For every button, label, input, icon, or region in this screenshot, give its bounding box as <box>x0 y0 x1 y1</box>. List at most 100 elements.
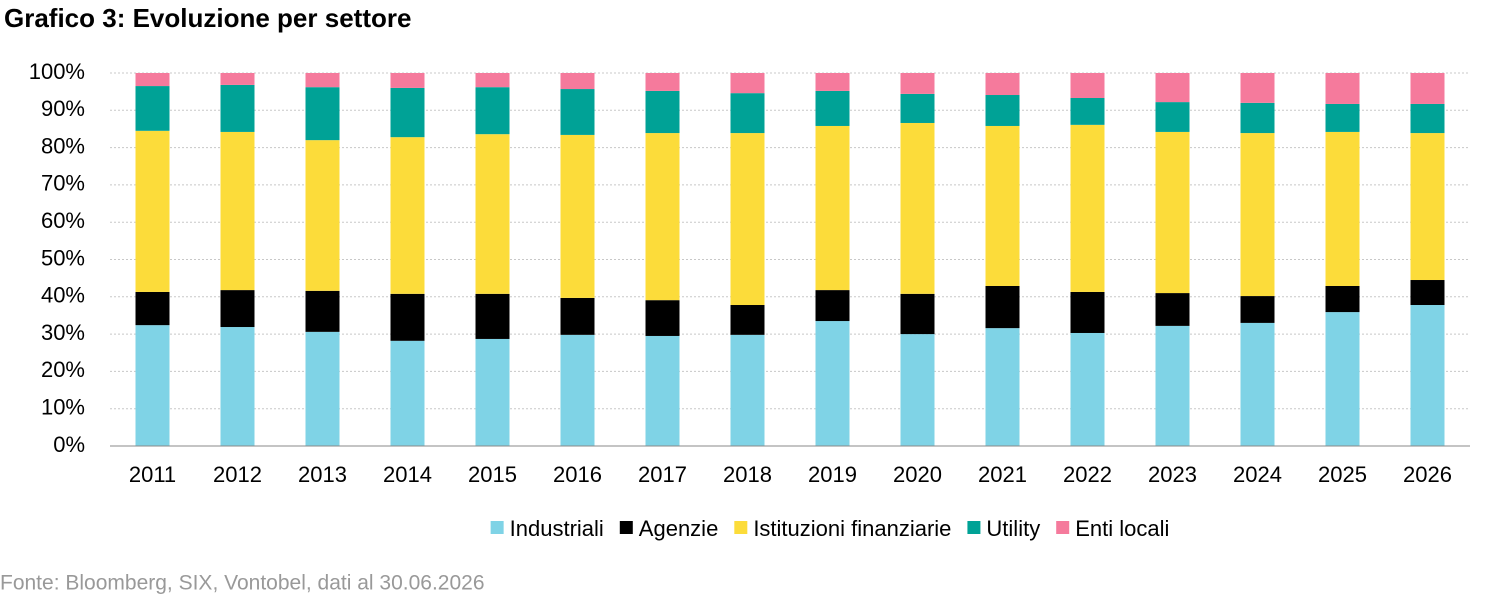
bar-segment <box>220 290 255 328</box>
bar-segment <box>475 338 510 446</box>
bar-segment <box>730 133 765 306</box>
bar-segment <box>1325 312 1360 446</box>
bar-segment <box>1070 97 1105 125</box>
bar-segment <box>645 90 680 134</box>
bar-segment <box>1155 73 1190 103</box>
bar-segment <box>1240 133 1275 297</box>
bar-segment <box>560 89 595 135</box>
bar-segment <box>645 300 680 336</box>
bar-segment <box>1240 296 1275 323</box>
x-tick-label: 2024 <box>1233 462 1282 487</box>
bar-segment <box>730 73 765 94</box>
bar-segment <box>390 73 425 88</box>
bar-segment <box>1410 305 1445 446</box>
y-tick-label: 20% <box>41 357 85 382</box>
bar-segment <box>560 134 595 298</box>
bar-segment <box>390 87 425 138</box>
bar-segment <box>730 305 765 335</box>
legend-label: Utility <box>986 516 1040 541</box>
x-tick-label: 2023 <box>1148 462 1197 487</box>
bar-segment <box>645 73 680 91</box>
bar-segment <box>815 125 850 291</box>
bar-segment <box>135 325 170 446</box>
bar-segment <box>900 93 935 123</box>
bar-segment <box>220 327 255 446</box>
bar-segment <box>1240 73 1275 103</box>
y-tick-label: 50% <box>41 245 85 270</box>
bar-segment <box>985 285 1020 329</box>
y-tick-label: 90% <box>41 96 85 121</box>
y-tick-label: 80% <box>41 133 85 158</box>
bar-segment <box>1410 73 1445 104</box>
y-tick-label: 100% <box>29 59 85 84</box>
bar-segment <box>305 73 340 88</box>
bar-segment <box>1155 325 1190 446</box>
bar-segment <box>1155 131 1190 294</box>
bar-segment <box>135 130 170 292</box>
x-tick-label: 2014 <box>383 462 432 487</box>
legend-swatch <box>734 521 748 534</box>
bar-segment <box>560 297 595 335</box>
bar-segment <box>220 131 255 291</box>
y-tick-label: 30% <box>41 320 85 345</box>
legend-swatch <box>619 521 633 534</box>
bar-segment <box>135 291 170 326</box>
bar-segment <box>1070 73 1105 98</box>
legend-label: Enti locali <box>1075 516 1169 541</box>
bar-segment <box>220 84 255 132</box>
bar-segment <box>985 95 1020 126</box>
bar-segment <box>475 73 510 88</box>
x-tick-label: 2015 <box>468 462 517 487</box>
bar-segment <box>475 293 510 339</box>
bar-segment <box>900 73 935 94</box>
y-tick-label: 0% <box>53 432 85 457</box>
bar-segment <box>135 73 170 87</box>
bar-segment <box>1410 133 1445 281</box>
bar-segment <box>1410 103 1445 134</box>
bar-segment <box>560 334 595 446</box>
bar-segment <box>730 334 765 446</box>
bar-segment <box>645 335 680 446</box>
x-tick-label: 2016 <box>553 462 602 487</box>
bar-segment <box>815 290 850 322</box>
bar-segment <box>475 134 510 294</box>
legend-swatch <box>490 521 504 534</box>
bar-segment <box>1325 73 1360 104</box>
x-tick-label: 2025 <box>1318 462 1367 487</box>
x-tick-label: 2019 <box>808 462 857 487</box>
bar-segment <box>1325 285 1360 313</box>
y-tick-label: 60% <box>41 208 85 233</box>
chart-title: Grafico 3: Evoluzione per settore <box>4 3 411 33</box>
y-tick-label: 10% <box>41 395 85 420</box>
bar-segment <box>305 140 340 291</box>
bar-segment <box>305 87 340 141</box>
bar-segment <box>305 331 340 446</box>
bar-segment <box>985 125 1020 286</box>
bar-segment <box>645 133 680 301</box>
bar-segment <box>1325 103 1360 132</box>
x-tick-label: 2018 <box>723 462 772 487</box>
x-tick-label: 2022 <box>1063 462 1112 487</box>
bar-segment <box>900 293 935 335</box>
bar-segment <box>900 334 935 446</box>
bar-segment <box>390 293 425 341</box>
bar-segment <box>135 86 170 131</box>
bar-segment <box>390 340 425 446</box>
bar-segment <box>390 137 425 294</box>
bar-segment <box>730 93 765 134</box>
x-tick-label: 2017 <box>638 462 687 487</box>
bar-segment <box>1240 102 1275 134</box>
bar-segment <box>220 73 255 85</box>
bar-segment <box>1155 102 1190 132</box>
y-tick-label: 70% <box>41 171 85 196</box>
bar-segment <box>1410 280 1445 306</box>
x-tick-label: 2021 <box>978 462 1027 487</box>
legend-label: Istituzioni finanziarie <box>753 516 951 541</box>
bar-segment <box>815 321 850 446</box>
legend-label: Industriali <box>510 516 604 541</box>
x-tick-label: 2011 <box>129 462 176 487</box>
bar-segment <box>1070 291 1105 333</box>
bar-segment <box>1070 332 1105 446</box>
bar-segment <box>1240 322 1275 446</box>
